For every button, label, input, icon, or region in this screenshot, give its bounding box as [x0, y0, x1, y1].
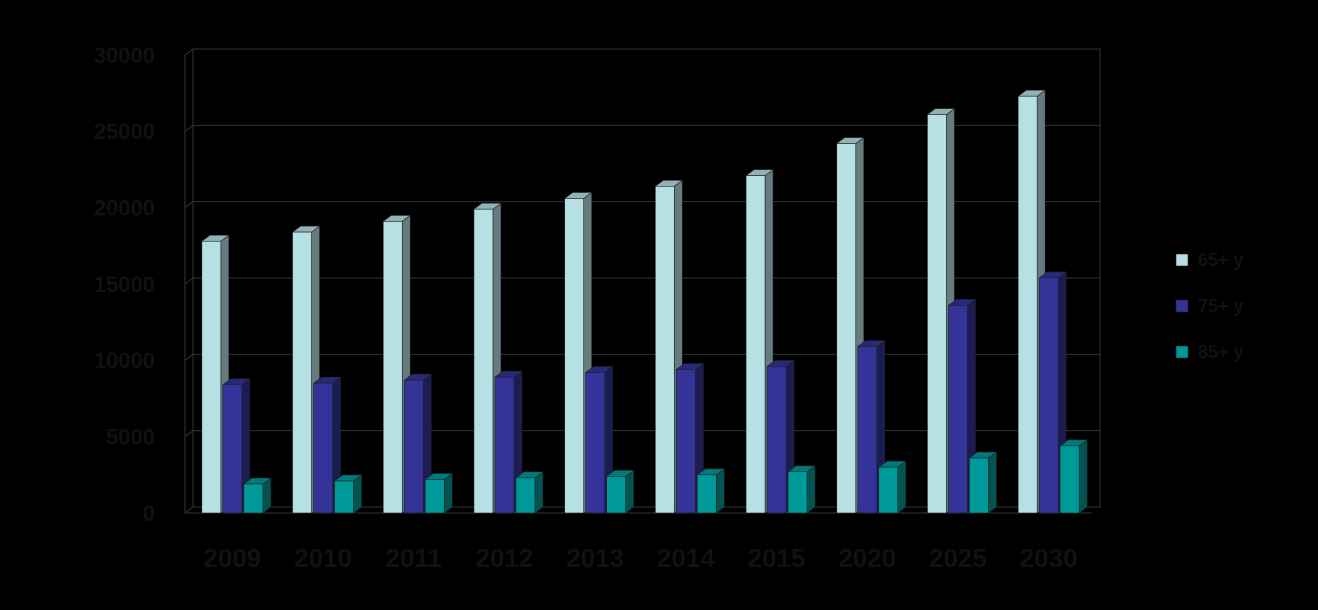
- x-tick-label: 2013: [566, 543, 624, 573]
- bar: [221, 378, 251, 514]
- bar: [424, 472, 454, 514]
- bar-front: [787, 471, 808, 514]
- gridline-depth: [184, 201, 194, 209]
- bar: [877, 460, 907, 514]
- x-tick-label: 2010: [294, 543, 352, 573]
- x-tick-label: 2015: [748, 543, 806, 573]
- bar-front: [1038, 277, 1059, 514]
- bar-front: [766, 366, 787, 514]
- bar-front: [676, 369, 696, 514]
- gridline-depth: [184, 506, 194, 514]
- legend-label: 85+ y: [1198, 342, 1244, 362]
- bar-front: [473, 208, 494, 514]
- bar-front: [494, 376, 515, 514]
- bar: [242, 477, 272, 514]
- legend-label: 65+ y: [1198, 250, 1244, 270]
- bar-side: [806, 465, 816, 514]
- bar-front: [201, 240, 222, 514]
- bar-front: [243, 483, 264, 514]
- bar-side: [988, 451, 997, 514]
- bar-front: [424, 479, 445, 514]
- bar: [605, 469, 635, 514]
- bar: [333, 474, 363, 514]
- bar-side: [534, 471, 544, 514]
- bar-front: [564, 198, 584, 514]
- x-tick-label: 2009: [203, 543, 261, 573]
- y-tick-label: 30000: [94, 43, 155, 68]
- y-tick-label: 15000: [94, 272, 155, 297]
- x-tick-label: 2014: [657, 543, 715, 573]
- gridline-depth: [184, 124, 194, 132]
- bar-front: [585, 372, 605, 514]
- bar-side: [353, 474, 362, 514]
- bar-front: [222, 384, 243, 514]
- bar-front: [515, 477, 536, 514]
- legend-label: 75+ y: [1198, 296, 1244, 316]
- y-tick-label: 0: [143, 501, 155, 526]
- bar-front: [334, 480, 354, 514]
- legend-swatch: [1175, 253, 1189, 267]
- x-tick-label: 2012: [476, 543, 534, 573]
- bar-front: [878, 466, 899, 514]
- y-tick-label: 5000: [106, 424, 155, 449]
- bar-side: [716, 468, 725, 514]
- bar-front: [606, 476, 626, 514]
- x-tick-label: 2011: [386, 543, 442, 573]
- y-axis-ticks: 0 5000 10000 15000 20000 25000 30000: [94, 43, 155, 526]
- bar-front: [697, 474, 717, 514]
- bar: [696, 468, 726, 514]
- bar: [1059, 439, 1089, 514]
- y-tick-label: 25000: [94, 119, 155, 144]
- x-axis-ticks: 2009 2010 2011 2012 2013 2014 2015 2020 2025 2030: [203, 543, 1077, 573]
- bars: [200, 89, 1089, 514]
- bar-front: [1017, 95, 1038, 514]
- bar: [968, 451, 998, 514]
- bar-front: [292, 231, 312, 514]
- bar-front: [857, 346, 878, 514]
- bar-front: [745, 175, 766, 514]
- bar-front: [313, 382, 333, 514]
- bar-front: [836, 143, 857, 514]
- gridline-depth: [184, 48, 194, 56]
- bar-front: [969, 457, 989, 514]
- gridline-depth: [184, 353, 194, 361]
- bar: [515, 471, 544, 514]
- legend-swatch: [1175, 345, 1189, 359]
- y-tick-label: 10000: [94, 348, 155, 373]
- gridline-depth: [184, 430, 194, 438]
- x-tick-label: 2030: [1020, 543, 1078, 573]
- x-tick-label: 2025: [929, 543, 987, 573]
- bar-front: [948, 305, 968, 514]
- x-tick-label: 2020: [838, 543, 896, 573]
- bar-front: [382, 221, 403, 514]
- gridline-depth: [184, 277, 194, 285]
- legend-swatch: [1175, 299, 1189, 313]
- bar-side: [443, 472, 453, 514]
- bar: [787, 465, 816, 514]
- bar-front: [655, 185, 675, 514]
- y-tick-label: 20000: [94, 195, 155, 220]
- bar-side: [1078, 439, 1088, 514]
- bar-front: [403, 379, 424, 514]
- bar-side: [625, 469, 634, 514]
- bar-side: [897, 460, 907, 514]
- bar-front: [1059, 445, 1080, 514]
- bar-front: [927, 114, 947, 514]
- legend: 65+ y 75+ y 85+ y: [1175, 250, 1244, 362]
